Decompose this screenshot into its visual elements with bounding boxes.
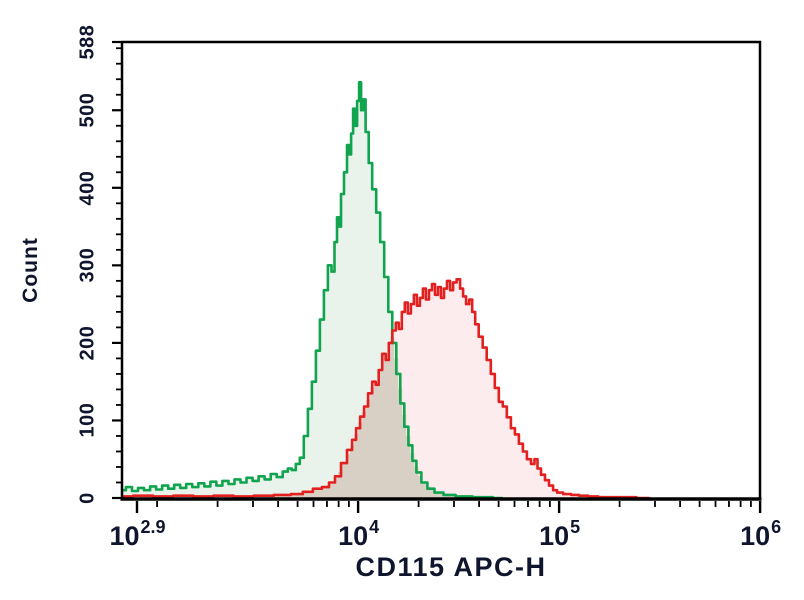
y-tick-label: 588 xyxy=(76,24,99,60)
x-tick-base: 10 xyxy=(539,521,570,551)
y-axis-title: Count xyxy=(19,237,42,303)
y-tick-label: 200 xyxy=(76,325,99,361)
x-tick-label: 102.9 xyxy=(109,517,166,552)
y-tick-label: 500 xyxy=(76,92,99,128)
overlap-region-fill xyxy=(122,336,658,498)
x-axis-title: CD115 APC-H xyxy=(355,552,547,582)
x-tick-base: 10 xyxy=(740,521,771,551)
x-tick-exponent: 6 xyxy=(771,517,782,537)
x-tick-base: 10 xyxy=(338,521,369,551)
green-series-line xyxy=(122,81,503,500)
y-tick-label: 300 xyxy=(76,247,99,283)
y-tick-label: 100 xyxy=(76,403,99,438)
red-series-line xyxy=(122,278,650,500)
x-tick-label: 105 xyxy=(539,517,581,552)
x-tick-label: 104 xyxy=(338,517,380,552)
x-tick-label: 106 xyxy=(740,517,782,552)
x-tick-base: 10 xyxy=(109,521,140,551)
green-series-fill xyxy=(122,82,503,499)
x-tick-exponent: 5 xyxy=(570,517,581,537)
y-tick-label: 400 xyxy=(76,170,99,206)
x-tick-exponent: 2.9 xyxy=(140,517,166,537)
y-tick-label: 0 xyxy=(76,492,99,504)
x-tick-exponent: 4 xyxy=(369,517,380,537)
